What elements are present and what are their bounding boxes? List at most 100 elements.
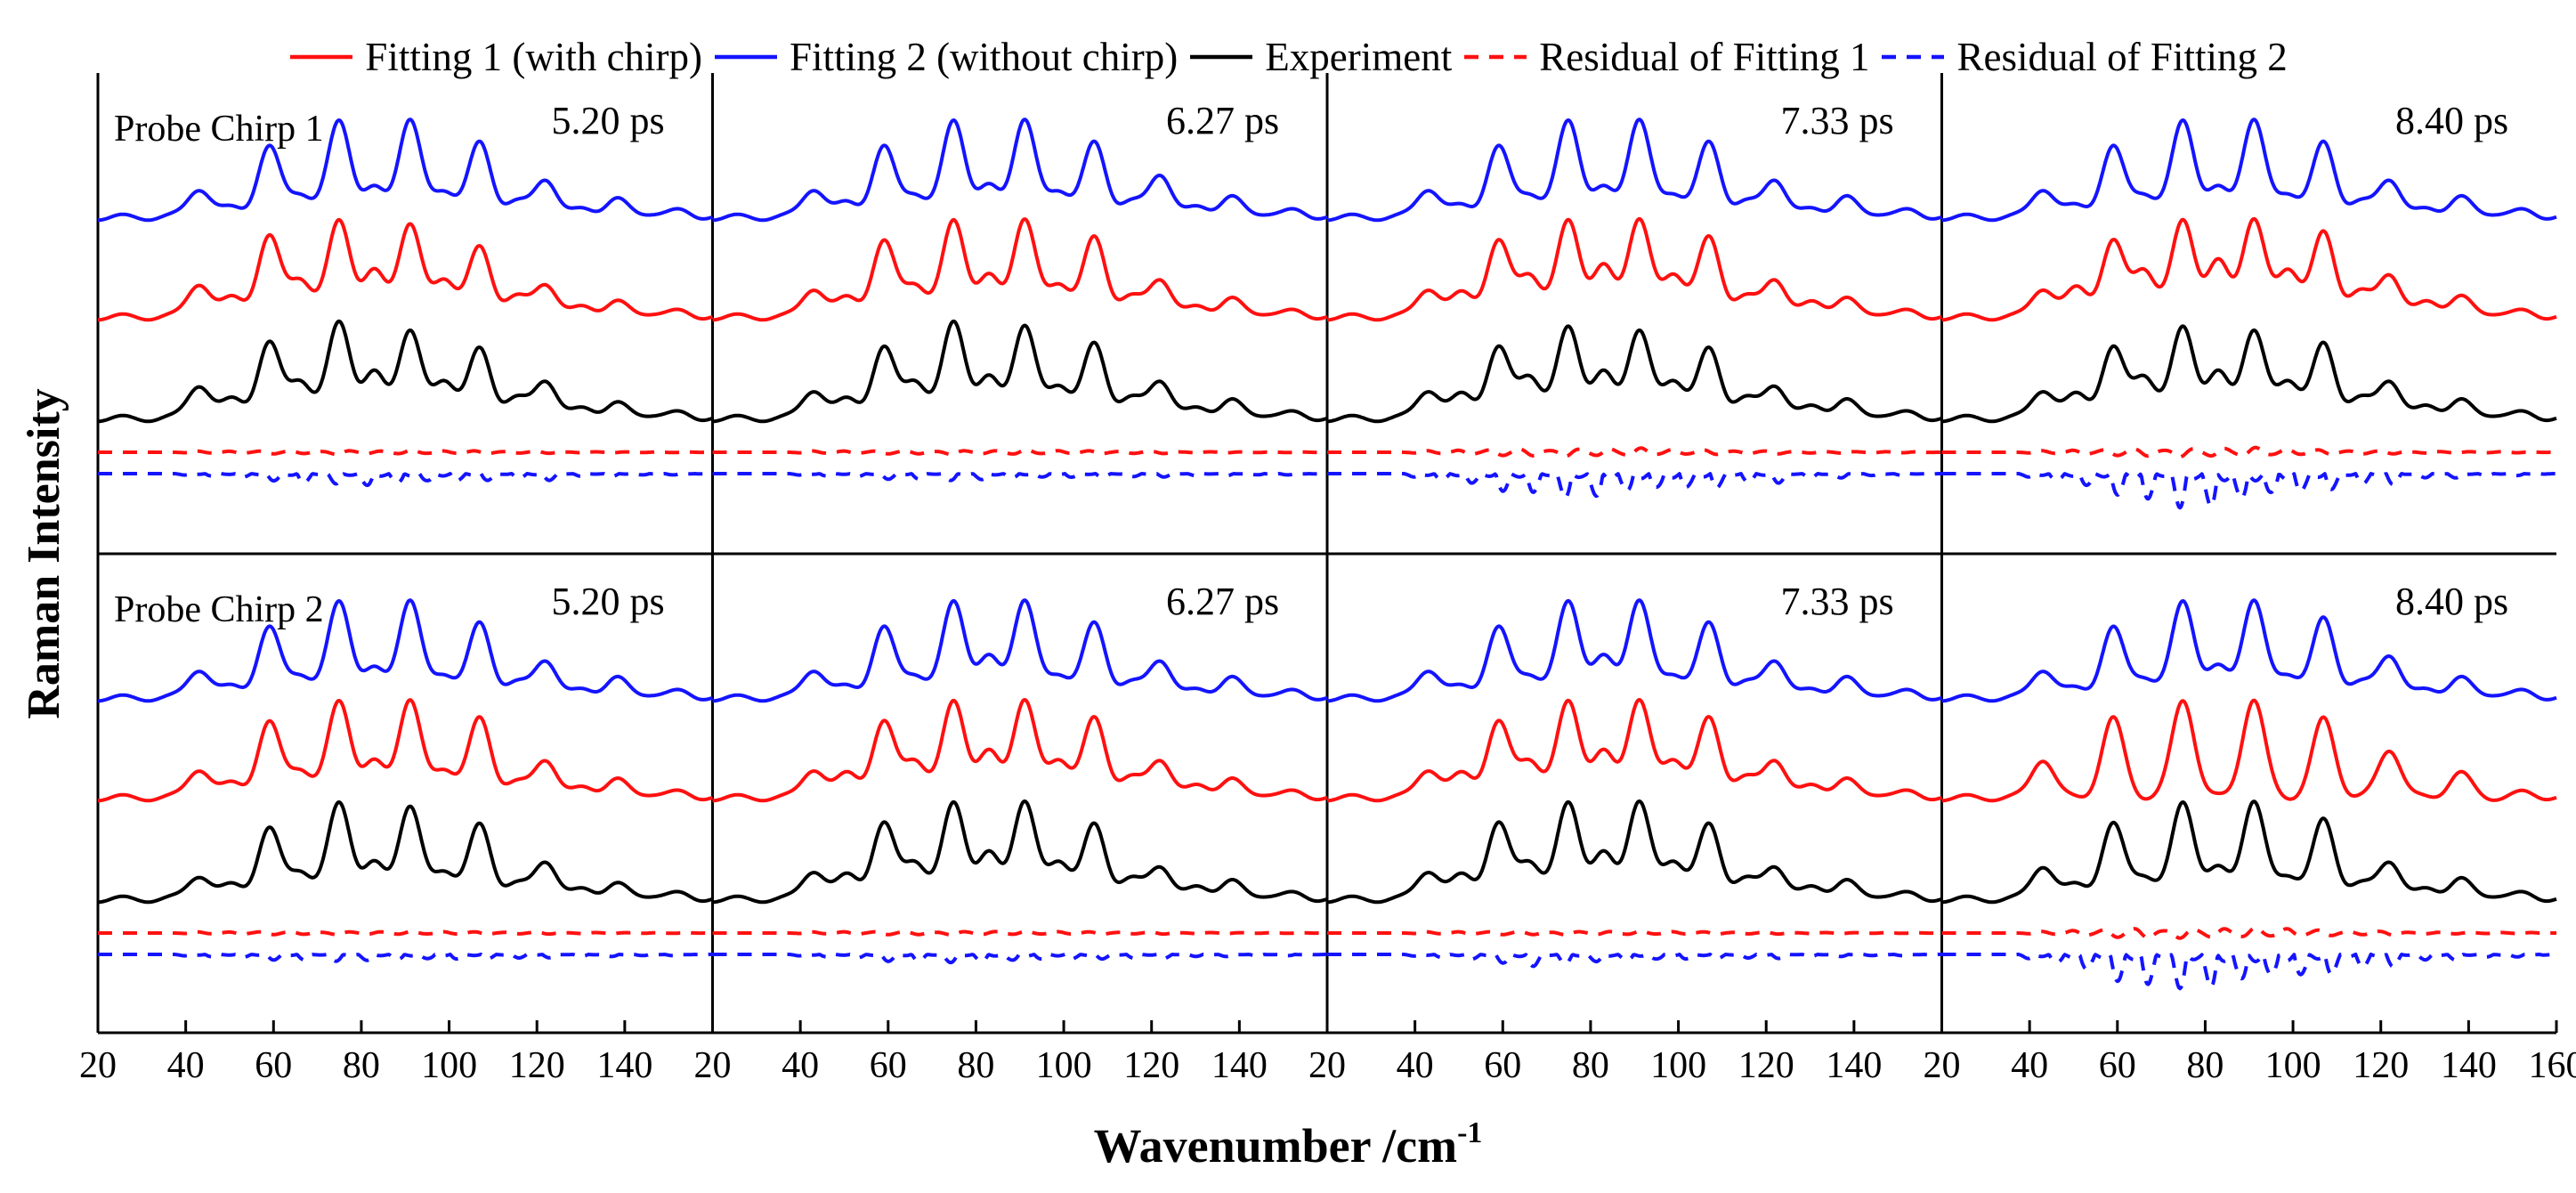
legend-label: Experiment (1265, 35, 1453, 79)
x-tick-label: 40 (1397, 1045, 1434, 1086)
x-tick-label: 40 (782, 1045, 819, 1086)
legend-item: Experiment (1188, 34, 1452, 80)
series-experiment-line (711, 799, 1328, 905)
series-fitting2-line (1940, 598, 2557, 703)
series-fitting1-line (97, 698, 714, 803)
x-tick-label: 140 (2441, 1045, 2497, 1086)
x-tick-label: 120 (1123, 1045, 1179, 1086)
x-axis-label-superscript: -1 (1457, 1116, 1482, 1149)
series-fitting1-line (1940, 698, 2557, 803)
legend-item: Residual of Fitting 1 (1462, 34, 1869, 80)
legend-swatch (1190, 54, 1253, 60)
legend-label: Fitting 1 (with chirp) (365, 35, 703, 79)
series-fitting1-line (711, 217, 1328, 322)
series-fitting2-line (97, 598, 714, 703)
legend-swatch (1464, 54, 1527, 60)
x-tick-label: 60 (870, 1045, 907, 1086)
legend-label: Residual of Fitting 2 (1956, 35, 2288, 79)
series-experiment-line (97, 319, 714, 424)
series-experiment-line (1326, 799, 1943, 905)
probe-chirp-label: Probe Chirp 2 (114, 589, 324, 630)
legend-item: Fitting 2 (without chirp) (713, 34, 1178, 80)
x-tick-label: 140 (596, 1045, 652, 1086)
x-tick-label: 120 (1738, 1045, 1794, 1086)
series-residual2-line (97, 953, 714, 963)
x-tick-label: 60 (1484, 1045, 1521, 1086)
panel-time-label: 7.33 ps (1781, 580, 1894, 623)
panel: 6.27 ps 20 40 60 80 100 120 140 (694, 580, 1328, 1086)
panel: 5.20 ps Probe Chirp 1 (97, 99, 714, 488)
x-tick-label: 100 (1036, 1045, 1092, 1086)
series-residual1-line (97, 929, 714, 937)
x-tick-label: 20 (1924, 1045, 1961, 1086)
series-residual1-line (711, 929, 1328, 937)
x-tick-label: 60 (255, 1045, 292, 1086)
legend-swatch (1882, 54, 1945, 60)
series-fitting2-line (711, 118, 1328, 223)
x-tick-label: 20 (1308, 1045, 1346, 1086)
x-tick-label: 20 (694, 1045, 732, 1086)
y-axis-label: Raman Intensity (19, 388, 69, 718)
x-tick-label: 60 (2099, 1045, 2136, 1086)
x-axis-label: Wavenumber /cm-1 (1094, 1116, 1483, 1173)
panel: 7.33 ps 20 40 60 80 100 120 140 (1308, 580, 1943, 1086)
panel-time-label: 8.40 ps (2395, 99, 2508, 142)
x-tick-label: 80 (957, 1045, 994, 1086)
legend: Fitting 1 (with chirp) Fitting 2 (without… (0, 20, 2576, 94)
panel: 6.27 ps (711, 99, 1328, 483)
probe-chirp-label: Probe Chirp 1 (114, 109, 324, 150)
x-tick-label: 120 (2353, 1045, 2409, 1086)
series-fitting2-line (1940, 118, 2557, 223)
series-experiment-line (97, 800, 714, 905)
panel: 8.40 ps (1940, 99, 2557, 510)
panel-time-label: 8.40 ps (2395, 580, 2508, 623)
x-tick-label: 40 (2011, 1045, 2048, 1086)
legend-label: Residual of Fitting 1 (1539, 35, 1870, 79)
x-tick-label: 20 (79, 1045, 117, 1086)
x-tick-label: 140 (1211, 1045, 1268, 1086)
panel: 7.33 ps (1326, 99, 1943, 499)
x-tick-label: 100 (1650, 1045, 1706, 1086)
x-tick-label: 80 (2186, 1045, 2224, 1086)
x-tick-label: 100 (2265, 1045, 2321, 1086)
series-fitting2-line (711, 598, 1328, 703)
x-axis-label-main: Wavenumber /cm (1094, 1119, 1457, 1173)
series-experiment-line (711, 319, 1328, 424)
series-residual2-line (1940, 472, 2557, 510)
series-experiment-line (1326, 324, 1943, 424)
series-fitting2-line (97, 118, 714, 223)
x-tick-label: 80 (343, 1045, 380, 1086)
series-residual1-line (1326, 446, 1943, 459)
series-residual2-line (711, 953, 1328, 965)
series-residual1-line (711, 448, 1328, 457)
legend-swatch (715, 54, 778, 60)
panel-time-label: 6.27 ps (1166, 99, 1279, 142)
panel-time-label: 6.27 ps (1166, 580, 1279, 623)
x-tick-label: 100 (421, 1045, 477, 1086)
series-fitting1-line (97, 217, 714, 322)
legend-item: Fitting 1 (with chirp) (288, 34, 702, 80)
x-tick-label: 160 (2529, 1045, 2576, 1086)
series-residual2-line (1940, 953, 2557, 991)
series-fitting1-line (1326, 216, 1943, 322)
series-residual1-line (1940, 926, 2557, 940)
legend-item: Residual of Fitting 2 (1880, 34, 2288, 80)
series-residual1-line (1940, 445, 2557, 459)
x-tick-label: 120 (509, 1045, 565, 1086)
panel: 5.20 ps Probe Chirp 2 20 40 60 80 100 120 140 (79, 580, 714, 1086)
series-residual2-line (711, 472, 1328, 483)
series-fitting1-line (711, 698, 1328, 803)
x-tick-label: 40 (167, 1045, 205, 1086)
series-fitting2-line (1326, 118, 1943, 223)
panel-time-label: 7.33 ps (1781, 99, 1894, 142)
panel-time-label: 5.20 ps (552, 580, 665, 623)
panel: 8.40 ps 20 40 60 80 100 120 140 160 (1924, 580, 2576, 1086)
series-residual2-line (97, 472, 714, 488)
series-fitting1-line (1940, 216, 2557, 322)
series-experiment-line (1940, 799, 2557, 905)
series-fitting1-line (1326, 698, 1943, 803)
panel-time-label: 5.20 ps (552, 99, 665, 142)
x-tick-label: 140 (1826, 1045, 1882, 1086)
series-residual1-line (97, 448, 714, 457)
